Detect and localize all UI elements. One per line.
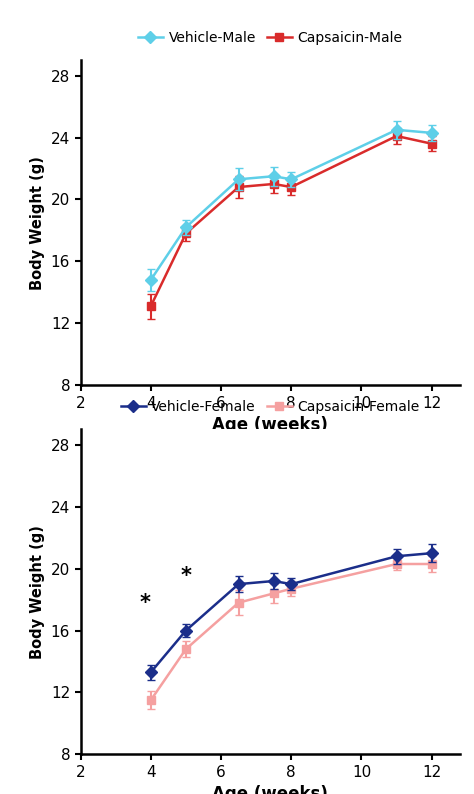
Legend: Vehicle-Male, Capsaicin-Male: Vehicle-Male, Capsaicin-Male [132,25,408,51]
Text: *: * [140,592,151,613]
Y-axis label: Body Weight (g): Body Weight (g) [30,525,45,659]
Text: *: * [181,566,191,587]
X-axis label: Age (weeks): Age (weeks) [212,416,328,434]
Legend: Vehicle-Female, Capsaicin-Female: Vehicle-Female, Capsaicin-Female [115,395,425,420]
Y-axis label: Body Weight (g): Body Weight (g) [30,156,45,290]
X-axis label: Age (weeks): Age (weeks) [212,785,328,794]
